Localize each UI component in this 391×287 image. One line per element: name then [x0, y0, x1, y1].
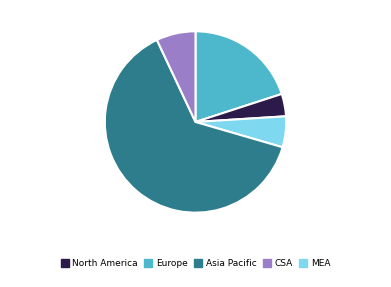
Wedge shape	[196, 31, 282, 122]
Wedge shape	[105, 40, 283, 213]
Wedge shape	[196, 116, 286, 147]
Wedge shape	[196, 94, 286, 122]
Legend: North America, Europe, Asia Pacific, CSA, MEA: North America, Europe, Asia Pacific, CSA…	[57, 255, 334, 272]
Wedge shape	[157, 31, 196, 122]
